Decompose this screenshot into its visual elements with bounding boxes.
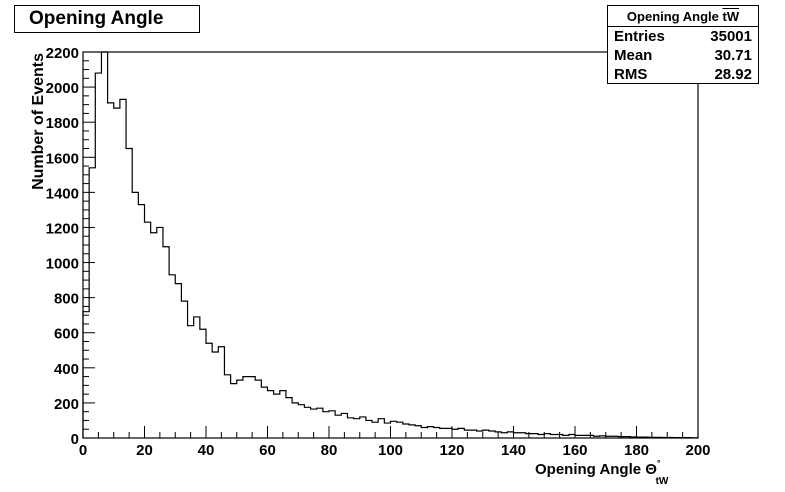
x-tick-label: 140 [501,442,526,459]
entries-label: Entries [614,28,665,45]
stats-title-text: Opening Angle [626,9,723,24]
y-tick-label: 200 [54,396,79,413]
y-tick-label: 800 [54,291,79,308]
x-tick-label: 160 [562,442,587,459]
y-axis-label: Number of Events [30,53,47,190]
chart-title: Opening Angle [29,8,164,29]
x-axis-label: Opening Angle Θ° tW [535,458,669,487]
x-tick-label: 120 [439,442,464,459]
mean-value: 30.71 [714,47,752,64]
x-tick-label: 80 [321,442,338,459]
y-tick-label: 2200 [46,45,79,62]
x-tick-label: 200 [685,442,710,459]
stats-title: Opening Angle tW [608,6,758,27]
y-tick-label: 1200 [46,220,79,237]
x-tick-label: 0 [79,442,87,459]
stats-row-mean: Mean 30.71 [608,46,758,65]
y-tick-label: 1000 [46,256,79,273]
rms-value: 28.92 [714,66,752,83]
stats-row-rms: RMS 28.92 [608,65,758,84]
x-tick-label: 20 [136,442,153,459]
y-tick-label: 1800 [46,115,79,132]
histogram-series [82,51,699,439]
x-tick-label: 100 [378,442,403,459]
y-tick-label: 1400 [46,185,79,202]
svg-text:Opening Angle Θ°tW: Opening Angle Θ° tW [535,458,669,487]
axes-layer [82,51,699,439]
x-tick-label: 40 [198,442,215,459]
stats-title-overline: tW [722,9,740,24]
y-tick-label: 600 [54,326,79,343]
x-axis-label-unit: ° [657,458,661,468]
chart-title-box: Opening Angle [14,5,200,33]
stats-row-entries: Entries 35001 [608,27,758,46]
y-tick-label: 2000 [46,80,79,97]
x-tick-label: 180 [624,442,649,459]
x-axis-label-text: Opening Angle Θ [535,461,657,478]
rms-label: RMS [614,66,648,83]
plot-frame [82,51,699,439]
stats-box: Opening Angle tW Entries 35001 Mean 30.7… [607,5,759,84]
y-tick-label: 1600 [46,150,79,167]
x-tick-label: 60 [259,442,276,459]
y-tick-label: 0 [71,431,79,448]
y-tick-label: 400 [54,361,79,378]
ticks-layer: 0 20 40 60 80 100 120 140 160 180 2000200400600800… [46,45,711,459]
x-axis-label-subscript: tW [656,476,669,487]
entries-value: 35001 [710,28,752,45]
mean-label: Mean [614,47,653,64]
